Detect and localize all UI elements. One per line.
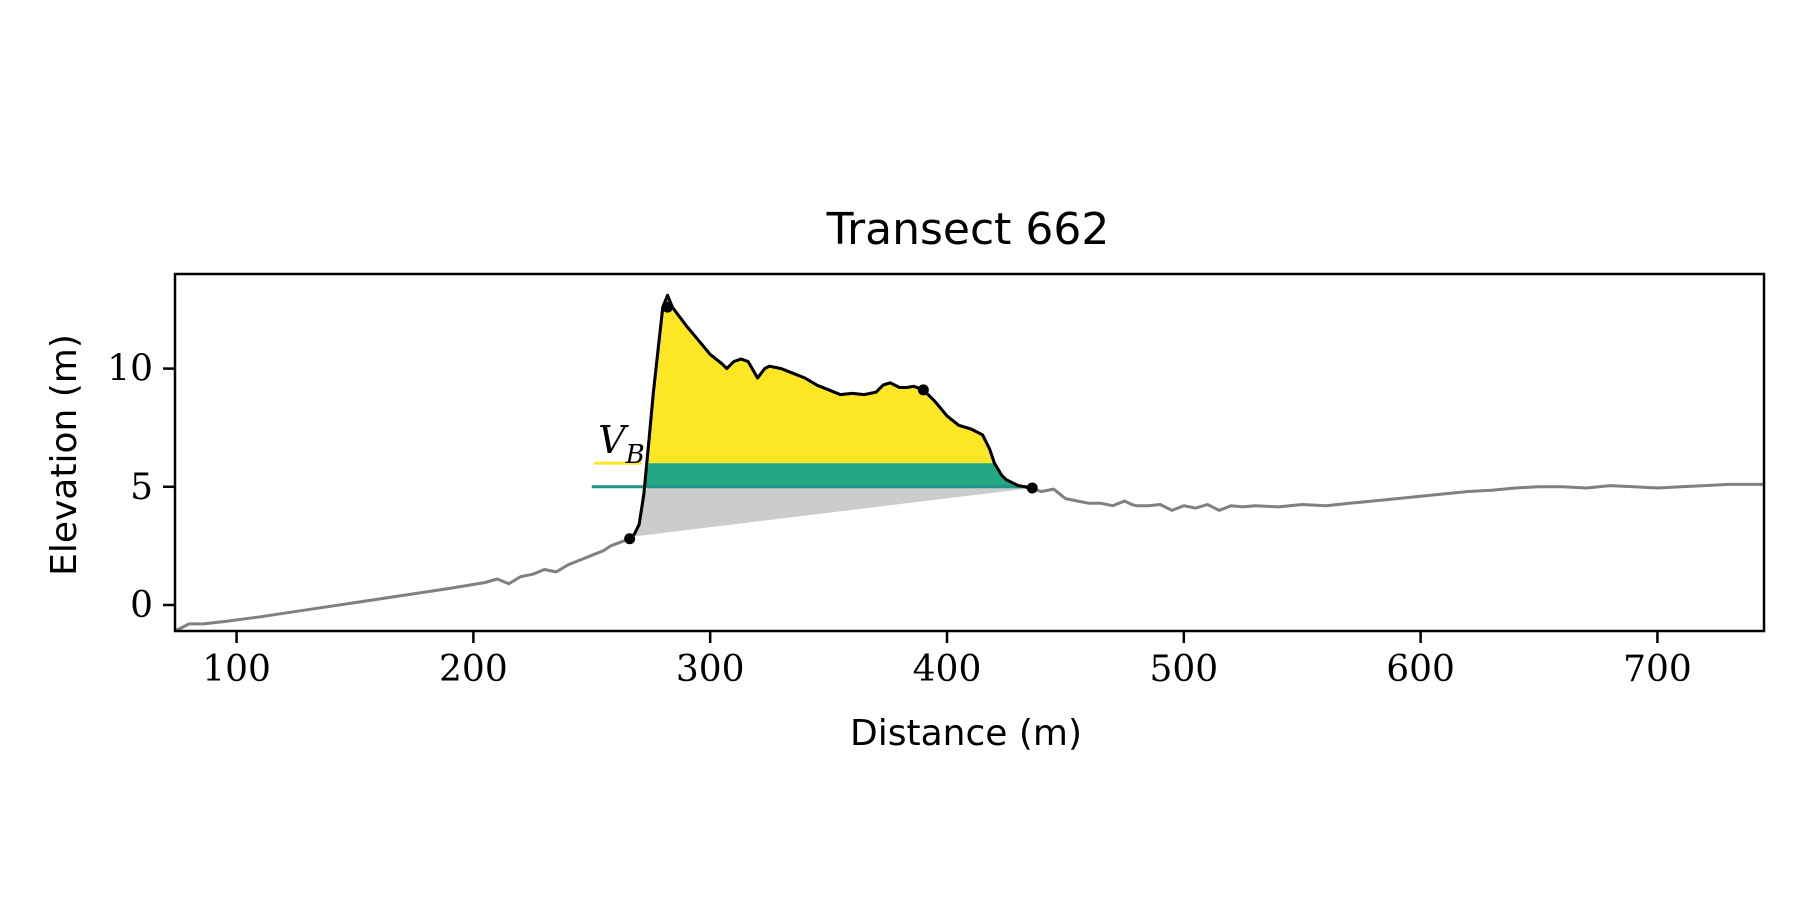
x-axis-label: Distance (m) <box>850 713 1082 754</box>
x-tick-label-600: 600 <box>1386 649 1455 690</box>
x-tick-label-400: 400 <box>913 649 982 690</box>
x-tick-label-500: 500 <box>1149 649 1218 690</box>
y-axis-label: Elevation (m) <box>44 334 85 576</box>
x-tick-label-100: 100 <box>202 649 271 690</box>
vb-annotation-label: VB <box>598 418 645 470</box>
data-point-3 <box>1026 482 1038 494</box>
vb-annotation: VB <box>598 418 645 470</box>
axes-frame <box>173 272 1766 633</box>
data-point-1 <box>662 301 674 313</box>
y-ticks: 0 5 10 <box>107 349 175 626</box>
points-layer <box>624 301 1038 545</box>
vb-annotation-subscript: B <box>625 440 645 470</box>
fills-layer <box>634 295 1033 537</box>
series-line-highlight <box>628 293 1033 540</box>
y-tick-label-0: 0 <box>130 585 153 626</box>
data-point-2 <box>917 384 929 396</box>
x-tick-label-300: 300 <box>676 649 745 690</box>
fill-below-band <box>634 486 1033 537</box>
y-tick-label-10: 10 <box>107 349 153 390</box>
plot-area <box>174 293 1764 633</box>
vb-annotation-main: V <box>598 418 629 462</box>
x-tick-label-200: 200 <box>439 649 508 690</box>
fill-band <box>641 463 1033 487</box>
chart-title: Transect 662 <box>826 204 1110 255</box>
data-point-0 <box>624 533 636 545</box>
y-tick-label-5: 5 <box>130 467 153 508</box>
x-tick-label-700: 700 <box>1623 649 1692 690</box>
fill-above-band <box>646 295 997 464</box>
lines-layer <box>174 293 1764 633</box>
x-ticks: 100 200 300 400 500 600 700 <box>202 631 1692 690</box>
